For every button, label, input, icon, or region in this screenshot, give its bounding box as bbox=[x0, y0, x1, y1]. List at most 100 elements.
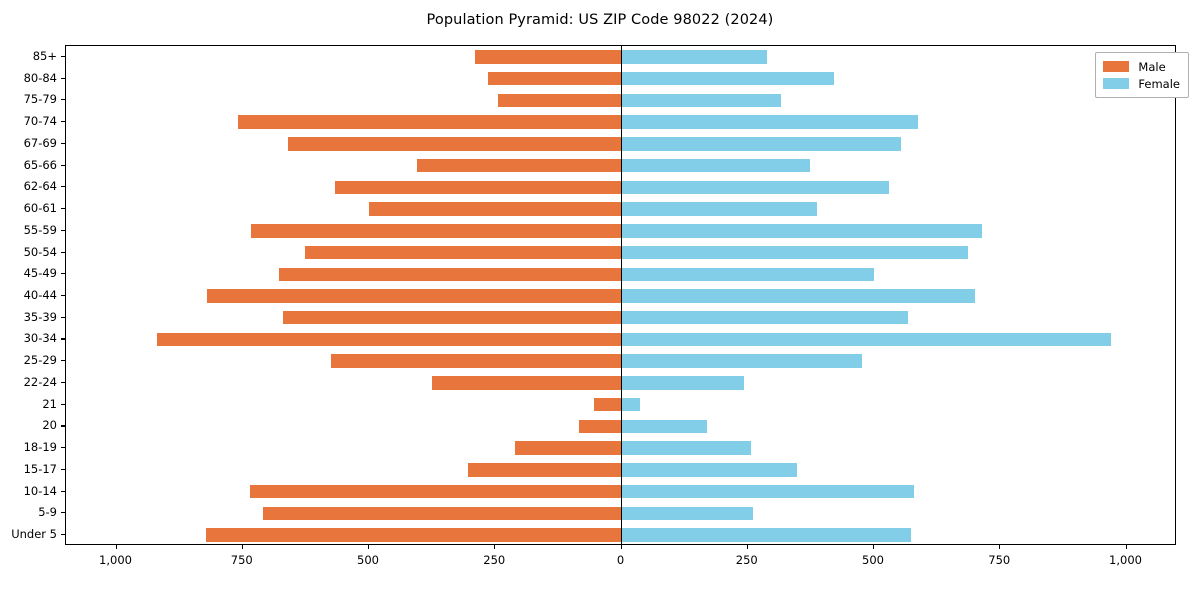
bar-male[interactable] bbox=[578, 419, 622, 434]
legend-entry[interactable]: Female bbox=[1103, 75, 1180, 92]
bar-row bbox=[66, 50, 1175, 64]
bar-male[interactable] bbox=[593, 397, 622, 412]
y-axis-tick-label: 67-69 bbox=[23, 135, 57, 150]
bar-male[interactable] bbox=[279, 267, 622, 281]
bar-male[interactable] bbox=[515, 441, 622, 455]
bar-male[interactable] bbox=[237, 115, 622, 129]
bar-female[interactable] bbox=[621, 441, 751, 455]
x-axis-tick-mark bbox=[368, 545, 370, 549]
bar-row bbox=[66, 245, 1175, 260]
bar-row bbox=[66, 180, 1175, 195]
y-axis-tick-label: 70-74 bbox=[23, 114, 57, 129]
y-axis-tick-mark bbox=[61, 208, 65, 210]
bar-male[interactable] bbox=[497, 93, 622, 108]
y-axis-tick-label: 20 bbox=[42, 418, 57, 433]
bar-male[interactable] bbox=[251, 224, 622, 238]
bar-female[interactable] bbox=[621, 93, 781, 108]
y-axis-tick-label: 10-14 bbox=[23, 483, 57, 498]
bar-female[interactable] bbox=[621, 245, 968, 260]
legend-entry[interactable]: Male bbox=[1103, 58, 1180, 75]
bar-male[interactable] bbox=[249, 484, 622, 499]
y-axis-tick-mark bbox=[61, 512, 65, 514]
bar-male[interactable] bbox=[288, 137, 622, 151]
bar-female[interactable] bbox=[621, 71, 834, 86]
y-axis-tick-label: 40-44 bbox=[23, 288, 57, 302]
bar-female[interactable] bbox=[621, 158, 811, 173]
x-axis-tick-label: 250 bbox=[483, 553, 506, 567]
y-axis-tick-label: 30-34 bbox=[23, 331, 57, 346]
bar-female[interactable] bbox=[621, 224, 982, 238]
bar-male[interactable] bbox=[432, 376, 622, 390]
y-axis-tick-mark bbox=[61, 381, 65, 384]
y-axis-tick-mark bbox=[61, 55, 65, 57]
bar-female[interactable] bbox=[621, 180, 890, 195]
bar-female[interactable] bbox=[621, 50, 768, 64]
y-axis-tick-label: 62-64 bbox=[23, 179, 57, 194]
bar-male[interactable] bbox=[206, 289, 622, 303]
bar-female[interactable] bbox=[621, 289, 975, 303]
y-axis-tick-mark bbox=[61, 121, 65, 123]
legend-swatch-icon bbox=[1103, 78, 1130, 89]
bar-female[interactable] bbox=[621, 484, 915, 499]
bar-row bbox=[66, 289, 1175, 303]
y-axis-tick-mark bbox=[61, 338, 65, 340]
y-axis-tick-mark bbox=[61, 142, 65, 144]
bars-layer bbox=[66, 46, 1175, 544]
y-axis-tick-mark bbox=[61, 295, 65, 297]
chart-legend: Male Female bbox=[1095, 52, 1189, 98]
y-axis-tick-mark bbox=[61, 447, 65, 449]
y-axis-tick-mark bbox=[61, 77, 65, 79]
bar-female[interactable] bbox=[621, 267, 874, 281]
x-axis-tick-mark bbox=[241, 545, 243, 549]
bar-male[interactable] bbox=[331, 354, 622, 368]
bar-female[interactable] bbox=[621, 332, 1112, 347]
bar-male[interactable] bbox=[416, 158, 622, 173]
legend-label: Female bbox=[1138, 76, 1180, 91]
bar-row bbox=[66, 71, 1175, 86]
y-axis-tick-label: 55-59 bbox=[23, 222, 57, 237]
y-axis-tick-mark bbox=[61, 251, 65, 253]
bar-row bbox=[66, 463, 1175, 477]
bar-female[interactable] bbox=[621, 376, 745, 390]
y-axis-tick-mark bbox=[61, 273, 65, 275]
bar-male[interactable] bbox=[156, 332, 622, 347]
y-axis-tick-label: 18-19 bbox=[23, 440, 57, 455]
x-axis-tick-label: 750 bbox=[230, 553, 253, 567]
y-axis-tick-label: 45-49 bbox=[23, 266, 57, 281]
bar-male[interactable] bbox=[334, 180, 622, 195]
bar-male[interactable] bbox=[305, 245, 622, 260]
y-axis-tick-mark bbox=[61, 425, 65, 427]
bar-female[interactable] bbox=[621, 419, 708, 434]
bar-male[interactable] bbox=[369, 202, 622, 216]
bar-female[interactable] bbox=[621, 311, 909, 325]
bar-row bbox=[66, 202, 1175, 216]
x-axis-tick-mark bbox=[1125, 545, 1127, 549]
bar-female[interactable] bbox=[621, 202, 817, 216]
bar-row bbox=[66, 332, 1175, 347]
bar-male[interactable] bbox=[467, 463, 622, 477]
y-axis-tick-label: 21 bbox=[42, 396, 57, 411]
x-axis-tick-mark bbox=[620, 545, 622, 549]
x-axis-tick-mark bbox=[746, 545, 748, 549]
bar-male[interactable] bbox=[263, 506, 622, 521]
bar-row bbox=[66, 397, 1175, 412]
y-axis-tick-label: Under 5 bbox=[11, 527, 57, 542]
bar-male[interactable] bbox=[487, 71, 622, 86]
bar-female[interactable] bbox=[621, 137, 901, 151]
y-axis-tick-label: 80-84 bbox=[23, 70, 57, 85]
bar-male[interactable] bbox=[475, 50, 622, 64]
bar-female[interactable] bbox=[621, 528, 912, 542]
bar-female[interactable] bbox=[621, 354, 863, 368]
bar-female[interactable] bbox=[621, 463, 798, 477]
y-axis-tick-mark bbox=[61, 229, 65, 231]
bar-male[interactable] bbox=[283, 311, 622, 325]
bar-row bbox=[66, 441, 1175, 455]
bar-female[interactable] bbox=[621, 115, 919, 129]
bar-female[interactable] bbox=[621, 397, 641, 412]
bar-row bbox=[66, 354, 1175, 368]
y-axis-tick-mark bbox=[61, 316, 65, 318]
bar-female[interactable] bbox=[621, 506, 754, 521]
bar-male[interactable] bbox=[205, 528, 622, 542]
y-axis-tick-label: 25-29 bbox=[23, 353, 57, 368]
